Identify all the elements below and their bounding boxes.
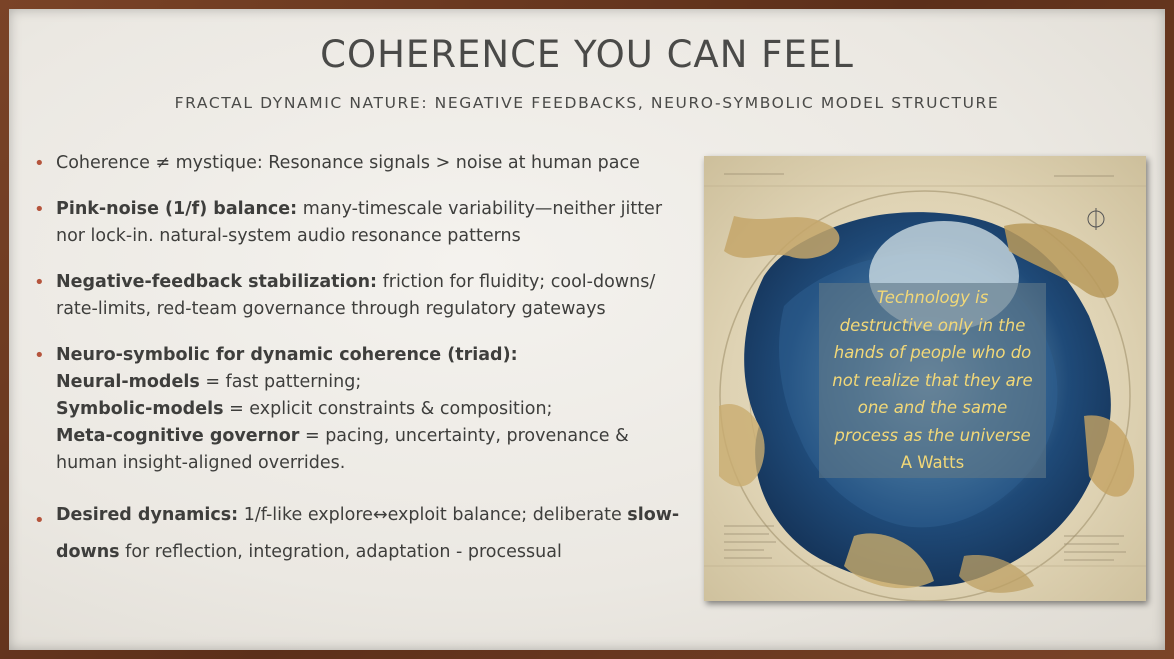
bullet-text: 1/f-like explore↔exploit balance; delibe… [238, 505, 628, 525]
bullet-dot-icon: • [34, 510, 45, 531]
triad-line: Neural-models = fast patterning; [56, 369, 684, 396]
bullet-dot-icon: • [34, 199, 45, 220]
triad-term: Symbolic-models [56, 399, 224, 419]
triad-term: Neural-models [56, 372, 200, 392]
bullet-bold-lead: Pink-noise (1/f) balance: [56, 199, 298, 219]
triad-term: Meta-cognitive governor [56, 426, 300, 446]
bullet-list: • Coherence ≠ mystique: Resonance signal… [34, 150, 684, 571]
bullet-bold-lead: Desired dynamics: [56, 505, 239, 525]
quote-line: hands of people who do [833, 343, 1032, 362]
quote-box: Technology is destructive only in the ha… [819, 283, 1046, 478]
bullet-item: • Neuro-symbolic for dynamic coherence (… [34, 342, 684, 477]
bullet-bold-lead: Neuro-symbolic for dynamic coherence (tr… [56, 345, 518, 365]
quote-line: process as the universe [834, 425, 1031, 445]
triad-desc: = fast patterning; [199, 372, 362, 392]
bullet-text-tail: for reflection, integration, adaptation … [119, 542, 562, 562]
quote-line: not realize that they are [832, 370, 1033, 390]
slide-subtitle: FRACTAL DYNAMIC NATURE: NEGATIVE FEEDBAC… [174, 94, 1000, 112]
bullet-bold-inline: slow-downs [56, 505, 680, 562]
quote-author: A Watts [900, 453, 965, 472]
bullet-item: • Coherence ≠ mystique: Resonance signal… [34, 150, 684, 177]
bullet-text: Coherence ≠ mystique: Resonance signals … [56, 153, 640, 173]
triad-line: Symbolic-models = explicit constraints &… [56, 396, 684, 423]
bullet-dot-icon: • [34, 272, 45, 293]
quote-line: Technology is [876, 288, 989, 307]
bullet-item: • Negative-feedback stabilization: frict… [34, 269, 684, 323]
bullet-dot-icon: • [34, 345, 45, 366]
bullet-text: many-timescale variability—neither jitte… [56, 199, 663, 246]
bullet-item: • Pink-noise (1/f) balance: many-timesca… [34, 196, 684, 250]
quote-line: destructive only in the [839, 315, 1026, 335]
triad-desc: = pacing, uncertainty, provenance & huma… [56, 426, 629, 473]
triad-line: Meta-cognitive governor = pacing, uncert… [56, 423, 684, 477]
quote-line: one and the same [857, 398, 1008, 417]
bullet-dot-icon: • [34, 153, 45, 174]
bullet-item: • Desired dynamics: 1/f-like explore↔exp… [34, 497, 684, 571]
triad-desc: = explicit constraints & composition; [223, 399, 553, 419]
slide-title: COHERENCE YOU CAN FEEL [320, 33, 854, 76]
bullet-bold-lead: Negative-feedback stabilization: [56, 272, 378, 292]
bullet-text: friction for fluidity; cool-downs/ rate-… [56, 272, 656, 319]
